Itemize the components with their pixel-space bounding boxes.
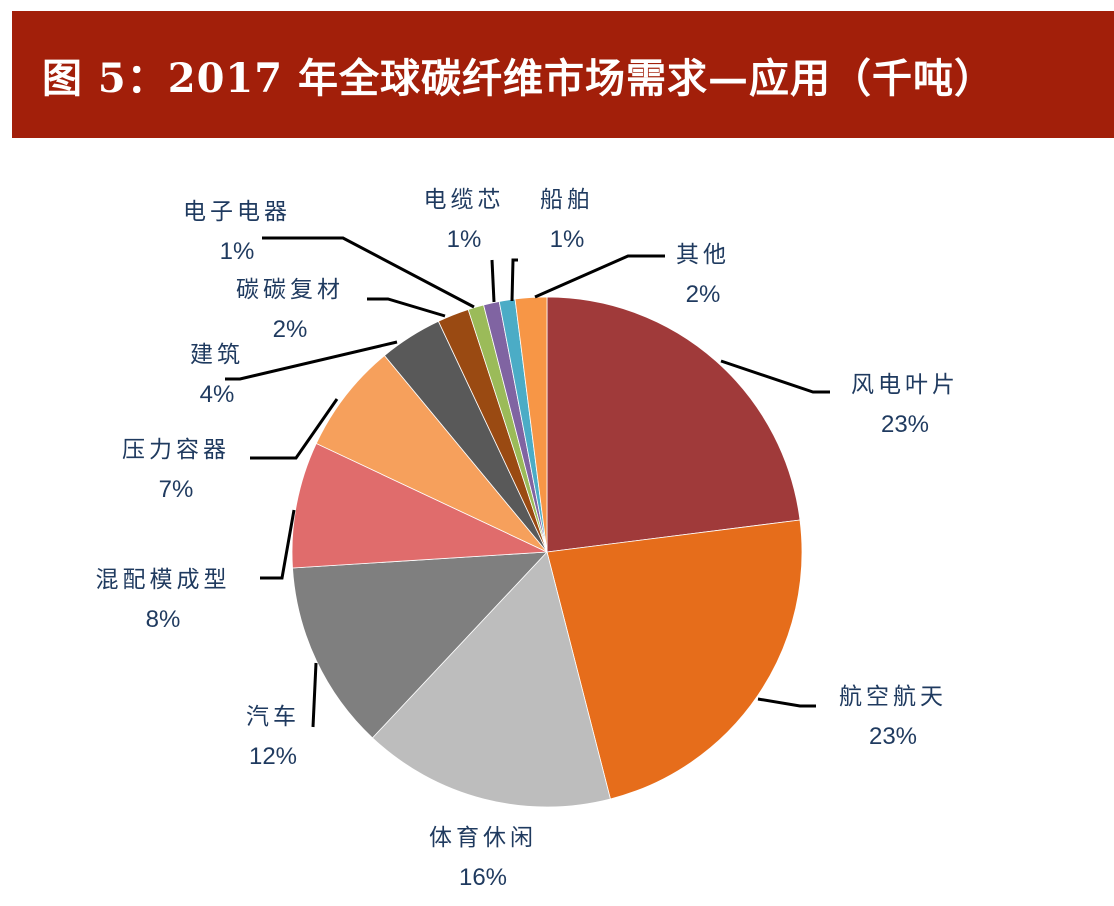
data-label-percent: 12% — [248, 743, 298, 770]
leader-line-9 — [490, 259, 496, 303]
data-label-name: 汽车 — [246, 704, 300, 730]
data-label: 其他 2% — [676, 235, 730, 315]
pie-svg — [225, 236, 830, 808]
figure-title: 图 5：2017 年全球碳纤维市场需求—应用（千吨） — [42, 54, 996, 102]
data-label-name: 风电叶片 — [851, 372, 959, 398]
data-label-name: 电子电器 — [183, 199, 291, 225]
data-label-percent: 2% — [685, 281, 721, 308]
data-label-name: 其他 — [676, 242, 730, 268]
pie-slice-3 — [292, 551, 548, 739]
data-label-percent: 8% — [145, 606, 181, 633]
data-label: 汽车 12% — [246, 697, 300, 777]
pie-slice-4 — [291, 442, 548, 569]
data-label: 电缆芯 1% — [424, 180, 505, 260]
pie-slice-2 — [371, 551, 611, 808]
data-label-percent: 4% — [199, 381, 235, 408]
data-label-name: 电缆芯 — [423, 187, 505, 213]
pie-slice-11 — [514, 296, 548, 553]
data-label-percent: 23% — [868, 723, 918, 750]
data-label-name: 压力容器 — [122, 437, 230, 463]
data-label-name: 船舶 — [540, 187, 594, 213]
data-label-percent: 16% — [458, 864, 508, 891]
leader-line-1 — [757, 697, 816, 708]
data-label-percent: 2% — [272, 316, 308, 343]
data-label: 压力容器 7% — [122, 430, 230, 510]
data-label-name: 体育休闲 — [429, 825, 537, 851]
data-label-percent: 1% — [549, 226, 585, 253]
leader-line-6 — [225, 340, 398, 381]
data-label: 碳碳复材 2% — [236, 270, 344, 350]
pie-slice-5 — [315, 354, 548, 553]
data-label-percent: 1% — [446, 226, 482, 253]
data-label-name: 碳碳复材 — [236, 277, 344, 303]
leader-line-4 — [260, 509, 296, 580]
pie-slice-0 — [546, 296, 801, 553]
leader-line-5 — [250, 398, 339, 460]
data-label: 电子电器 1% — [183, 192, 291, 272]
data-label-name: 航空航天 — [839, 684, 947, 710]
leader-line-8 — [262, 236, 475, 309]
data-label: 风电叶片 23% — [851, 365, 959, 445]
figure-title-banner: 图 5：2017 年全球碳纤维市场需求—应用（千吨） — [12, 11, 1114, 138]
leader-line-10 — [510, 258, 518, 302]
data-label-name: 混配模成型 — [95, 567, 231, 593]
pie-slice-1 — [546, 519, 803, 800]
data-label: 船舶 1% — [540, 180, 594, 260]
leader-line-7 — [367, 297, 446, 318]
data-label: 航空航天 23% — [839, 677, 947, 757]
data-label: 体育休闲 16% — [429, 818, 537, 898]
data-label-name: 建筑 — [190, 342, 244, 368]
data-label-percent: 23% — [880, 411, 930, 438]
data-label-percent: 1% — [219, 238, 255, 265]
leader-line-0 — [720, 359, 830, 394]
pie-chart: 风电叶片 23% 航空航天 23% 体育休闲 16% 汽车 12% 混配模成型 8% 压力容器 7% 建… — [0, 150, 1114, 906]
leader-line-3 — [311, 662, 318, 728]
leader-line-11 — [534, 254, 665, 299]
data-label: 混配模成型 8% — [96, 560, 231, 640]
data-label: 建筑 4% — [190, 335, 244, 415]
data-label-percent: 7% — [158, 476, 194, 503]
